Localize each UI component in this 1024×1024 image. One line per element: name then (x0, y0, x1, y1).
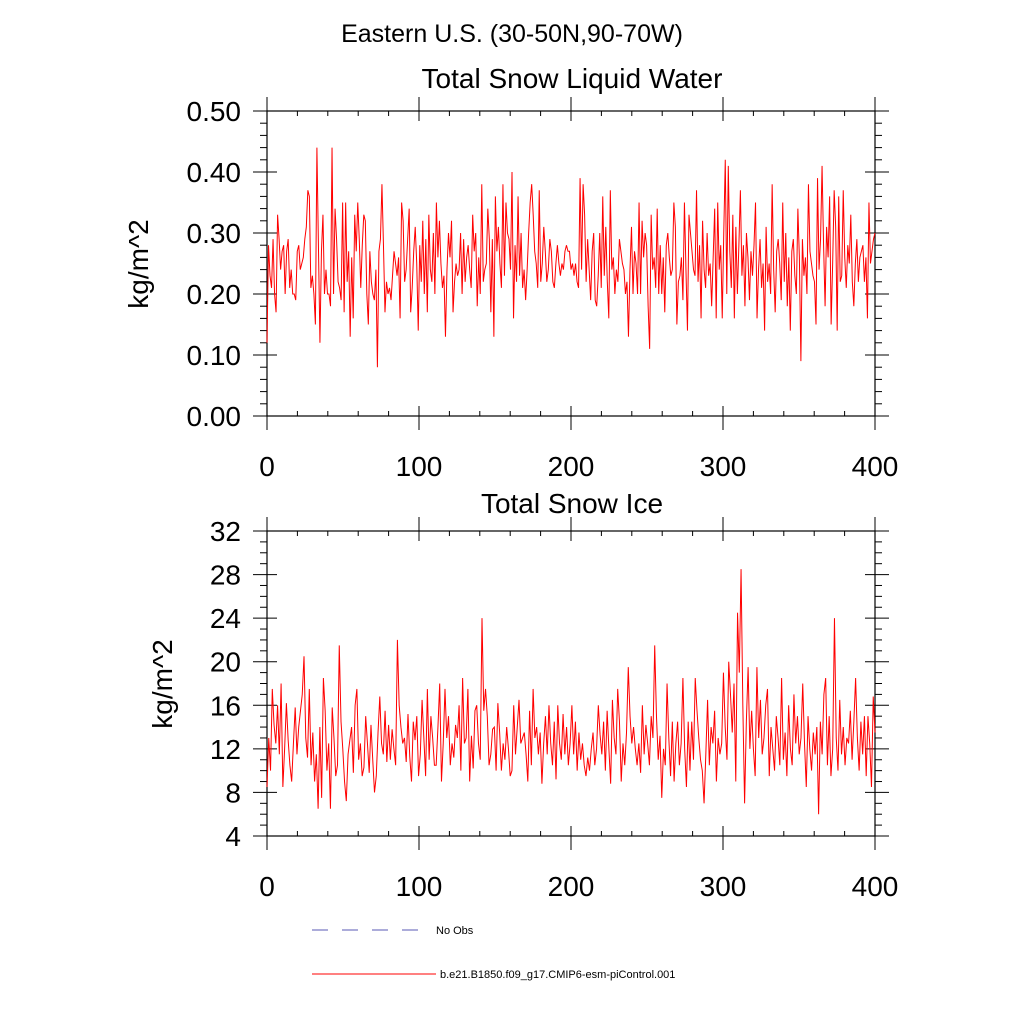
legend: No Obs b.e21.B1850.f09_g17.CMIP6-esm-piC… (312, 925, 675, 981)
series-line-model (266, 569, 876, 815)
chart-title: Total Snow Liquid Water (422, 63, 723, 94)
x-tick-label: 200 (548, 451, 595, 482)
y-tick-label: 16 (210, 690, 241, 721)
region-title: Eastern U.S. (30-50N,90-70W) (341, 20, 683, 48)
x-tick-label: 0 (259, 871, 275, 902)
snow-ice-panel: Total Snow Ice kg/m^2 0 100 200 300 400 4 8 12 1… (147, 488, 898, 902)
x-tick-label: 100 (396, 871, 443, 902)
x-tick-label: 300 (700, 871, 747, 902)
x-tick-label: 400 (852, 451, 899, 482)
y-tick-label: 0.10 (187, 340, 242, 371)
y-axis-label: kg/m^2 (123, 219, 154, 308)
y-tick-label: 0.40 (187, 157, 242, 188)
y-tick-label: 8 (225, 777, 241, 808)
y-tick-label: 32 (210, 516, 241, 547)
legend-label-no-obs: No Obs (436, 925, 474, 937)
y-tick-label: 28 (210, 560, 241, 591)
y-tick-label: 24 (210, 603, 241, 634)
x-tick-label: 400 (852, 871, 899, 902)
y-tick-label: 0.50 (187, 96, 242, 127)
legend-label-model: b.e21.B1850.f09_g17.CMIP6-esm-piControl.… (440, 969, 675, 981)
axis-ticks: 0 100 200 300 400 0.00 0.10 0.20 0.30 0.40 0.50 (187, 96, 899, 482)
liquid-water-panel: Total Snow Liquid Water kg/m^2 0 100 200 30… (123, 63, 898, 482)
y-tick-label: 20 (210, 647, 241, 678)
y-tick-label: 12 (210, 734, 241, 765)
axis-ticks: 0 100 200 300 400 4 8 12 16 20 24 28 32 (210, 516, 899, 902)
y-tick-label: 0.00 (187, 401, 242, 432)
plot-frame (266, 530, 876, 837)
series-line-model (266, 147, 876, 368)
y-tick-label: 0.20 (187, 279, 242, 310)
chart-title: Total Snow Ice (481, 488, 663, 519)
x-tick-label: 0 (259, 451, 275, 482)
y-tick-label: 4 (225, 821, 241, 852)
y-tick-label: 0.30 (187, 218, 242, 249)
x-tick-label: 100 (396, 451, 443, 482)
x-tick-label: 300 (700, 451, 747, 482)
x-tick-label: 200 (548, 871, 595, 902)
y-axis-label: kg/m^2 (147, 639, 178, 728)
